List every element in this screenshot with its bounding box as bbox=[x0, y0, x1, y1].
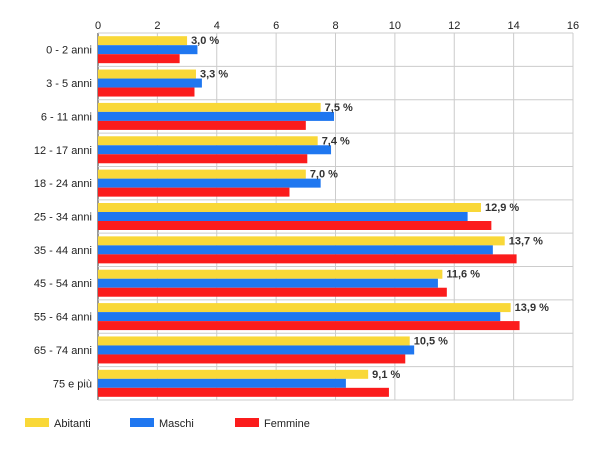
bar-abitanti bbox=[98, 336, 410, 346]
bar-maschi bbox=[98, 111, 335, 121]
bar-femmine bbox=[98, 387, 389, 397]
data-label: 13,9 % bbox=[515, 302, 549, 314]
bar-maschi bbox=[98, 278, 438, 288]
x-tick-label: 16 bbox=[567, 20, 579, 32]
category-label: 12 - 17 anni bbox=[34, 145, 92, 157]
bar-maschi bbox=[98, 78, 202, 88]
bar-femmine bbox=[98, 87, 195, 97]
bar-maschi bbox=[98, 145, 332, 155]
bar-abitanti bbox=[98, 102, 321, 112]
legend-label-maschi: Maschi bbox=[159, 418, 194, 430]
category-label: 3 - 5 anni bbox=[46, 78, 92, 90]
x-tick-label: 12 bbox=[448, 20, 460, 32]
legend: Abitanti Maschi Femmine bbox=[25, 418, 310, 430]
bar-femmine bbox=[98, 221, 492, 230]
data-label: 7,5 % bbox=[325, 102, 353, 114]
category-label: 0 - 2 anni bbox=[46, 45, 92, 57]
bar-maschi bbox=[98, 45, 198, 55]
x-tick-label: 4 bbox=[214, 20, 220, 32]
category-label: 6 - 11 anni bbox=[41, 111, 92, 123]
bar-abitanti bbox=[98, 203, 481, 212]
bar-abitanti bbox=[98, 303, 511, 313]
x-tick-label: 8 bbox=[332, 20, 338, 32]
bar-abitanti bbox=[98, 136, 318, 146]
data-label: 12,9 % bbox=[485, 202, 519, 214]
bar-abitanti bbox=[98, 369, 369, 379]
bar-maschi bbox=[98, 378, 346, 388]
legend-swatch-femmine bbox=[235, 418, 259, 427]
data-label: 13,7 % bbox=[509, 235, 543, 247]
bar-abitanti bbox=[98, 169, 306, 179]
x-tick-label: 6 bbox=[273, 20, 279, 32]
category-label: 45 - 54 anni bbox=[34, 278, 92, 290]
category-labels: 0 - 2 anni 3 - 5 anni 6 - 11 anni 12 - 17 a… bbox=[34, 45, 92, 391]
x-tick-label: 14 bbox=[508, 20, 520, 32]
data-labels: 3,0 % 3,3 % 7,5 % 7,4 % 7,0 % 12,9 % 13,7 % 11,… bbox=[191, 35, 549, 381]
bar-femmine bbox=[98, 354, 406, 364]
data-label: 10,5 % bbox=[414, 335, 448, 347]
category-label: 35 - 44 anni bbox=[34, 245, 92, 257]
legend-swatch-abitanti bbox=[25, 418, 49, 427]
bar-femmine bbox=[98, 254, 517, 264]
data-label: 9,1 % bbox=[372, 369, 400, 381]
category-label: 65 - 74 anni bbox=[34, 345, 92, 357]
x-tick-label: 0 bbox=[95, 20, 101, 32]
category-label: 55 - 64 anni bbox=[34, 312, 92, 324]
bar-abitanti bbox=[98, 236, 505, 246]
bars bbox=[98, 36, 520, 397]
category-label: 75 e più bbox=[53, 378, 92, 390]
bar-maschi bbox=[98, 345, 415, 355]
data-label: 3,3 % bbox=[200, 69, 228, 81]
x-tick-label: 2 bbox=[154, 20, 160, 32]
category-label: 18 - 24 anni bbox=[34, 178, 92, 190]
data-label: 11,6 % bbox=[446, 269, 480, 281]
bar-maschi bbox=[98, 212, 468, 221]
legend-label-femmine: Femmine bbox=[264, 418, 310, 430]
bar-femmine bbox=[98, 287, 447, 297]
category-label: 25 - 34 anni bbox=[34, 212, 92, 224]
bar-maschi bbox=[98, 245, 493, 255]
legend-swatch-maschi bbox=[130, 418, 154, 427]
bar-abitanti bbox=[98, 69, 196, 79]
data-label: 3,0 % bbox=[191, 35, 219, 47]
bar-femmine bbox=[98, 187, 290, 197]
bar-femmine bbox=[98, 321, 520, 331]
data-label: 7,0 % bbox=[310, 169, 338, 181]
bar-maschi bbox=[98, 178, 321, 188]
x-axis-ticks: 0 2 4 6 8 10 12 14 16 bbox=[95, 20, 579, 32]
bar-femmine bbox=[98, 54, 180, 64]
bar-abitanti bbox=[98, 36, 188, 46]
bar-abitanti bbox=[98, 269, 443, 279]
bar-femmine bbox=[98, 120, 306, 130]
legend-label-abitanti: Abitanti bbox=[54, 418, 91, 430]
bar-maschi bbox=[98, 312, 501, 322]
bar-femmine bbox=[98, 154, 308, 164]
grid-lines bbox=[97, 32, 574, 401]
x-tick-label: 10 bbox=[389, 20, 401, 32]
data-label: 7,4 % bbox=[322, 135, 350, 147]
